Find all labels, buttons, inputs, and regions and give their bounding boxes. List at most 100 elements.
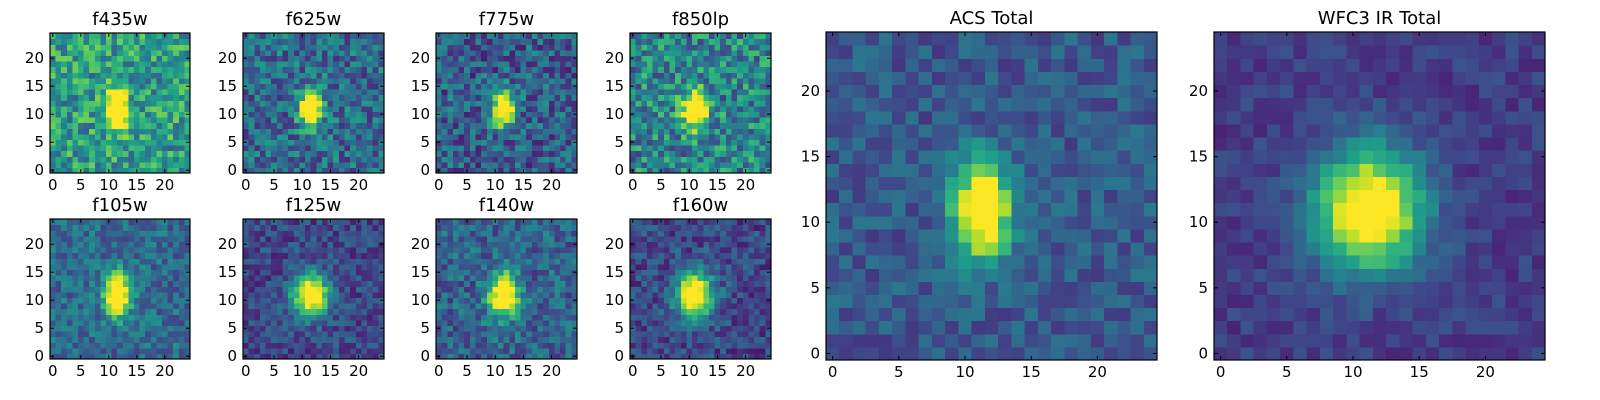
pixel — [725, 280, 733, 287]
pixel — [565, 325, 572, 332]
pixel — [686, 133, 693, 140]
pixel — [520, 61, 527, 68]
pixel — [167, 72, 174, 79]
pixel — [526, 269, 533, 276]
pixel — [686, 122, 693, 129]
pixel — [372, 219, 379, 226]
pixel — [265, 133, 272, 140]
pixel — [310, 111, 317, 118]
pixel — [658, 44, 665, 51]
pixel — [754, 156, 761, 163]
pixel — [316, 303, 323, 310]
pixel — [452, 89, 460, 96]
pixel — [475, 224, 482, 231]
pixel — [288, 336, 295, 343]
pixel — [83, 55, 90, 62]
x-tick-label: 10 — [486, 176, 505, 194]
pixel — [167, 230, 174, 237]
pixel — [565, 252, 572, 259]
pixel — [66, 308, 73, 315]
pixel — [265, 156, 272, 163]
pixel — [338, 61, 346, 68]
pixel — [481, 308, 488, 315]
pixel — [537, 38, 544, 45]
pixel — [122, 224, 129, 231]
pixel — [310, 269, 317, 276]
pixel — [641, 55, 648, 62]
pixel — [178, 38, 185, 45]
pixel — [742, 89, 750, 96]
pixel — [350, 145, 357, 152]
pixel — [344, 61, 351, 68]
pixel — [514, 83, 522, 90]
pixel — [259, 286, 267, 293]
pixel — [106, 139, 113, 146]
pixel — [509, 219, 516, 226]
pixel — [355, 336, 363, 343]
pixel — [436, 77, 443, 84]
pixel — [486, 105, 493, 112]
pixel — [61, 44, 68, 51]
pixel — [310, 122, 317, 129]
pixel — [554, 83, 561, 90]
pixel — [731, 117, 738, 124]
pixel — [288, 224, 295, 231]
pixel — [526, 219, 533, 226]
pixel — [469, 72, 477, 79]
pixel — [265, 117, 272, 124]
pixel — [486, 319, 493, 326]
pixel — [265, 275, 272, 282]
pixel — [543, 49, 550, 56]
pixel — [150, 353, 157, 360]
pixel — [646, 111, 654, 118]
pixel — [78, 156, 85, 163]
pixel — [321, 128, 329, 135]
pixel — [310, 275, 317, 282]
pixel — [89, 94, 96, 101]
pixel — [537, 55, 544, 62]
pixel — [61, 258, 68, 265]
pixel — [692, 117, 699, 124]
pixel — [310, 55, 317, 62]
pixel — [162, 161, 169, 168]
pixel — [55, 150, 62, 157]
pixel — [117, 139, 124, 146]
pixel — [78, 117, 85, 124]
pixel — [265, 347, 272, 354]
pixel — [725, 44, 733, 51]
pixel — [305, 336, 312, 343]
pixel — [441, 342, 448, 349]
pixel — [526, 275, 533, 282]
pixel — [469, 128, 477, 135]
pixel — [61, 77, 68, 84]
pixel — [765, 331, 772, 338]
pixel — [441, 33, 448, 40]
pixel — [128, 44, 135, 51]
pixel — [663, 353, 671, 360]
pixel — [708, 49, 716, 56]
pixel — [327, 49, 334, 56]
pixel — [156, 38, 163, 45]
pixel — [630, 303, 637, 310]
pixel — [89, 269, 96, 276]
pixel — [543, 342, 550, 349]
pixel — [571, 122, 578, 129]
pixel — [447, 94, 454, 101]
pixel — [692, 156, 699, 163]
pixel — [173, 331, 180, 338]
pixel — [481, 247, 488, 254]
pixel — [61, 105, 68, 112]
pixel — [254, 111, 261, 118]
pixel — [571, 308, 578, 315]
pixel — [305, 44, 312, 51]
pixel — [367, 83, 374, 90]
pixel — [173, 89, 180, 96]
pixel — [646, 61, 654, 68]
pixel — [361, 161, 368, 168]
pixel — [526, 263, 533, 270]
pixel — [299, 252, 306, 259]
pixel — [737, 55, 744, 62]
pixel — [492, 133, 499, 140]
pixel — [469, 241, 477, 248]
pixel — [486, 280, 493, 287]
